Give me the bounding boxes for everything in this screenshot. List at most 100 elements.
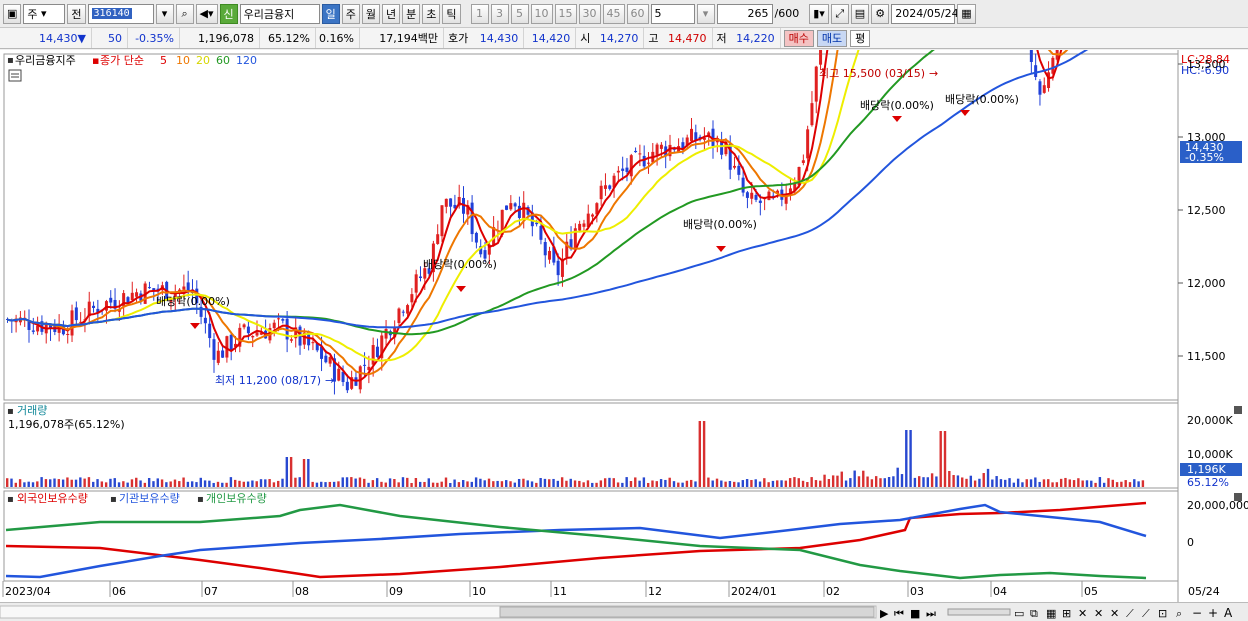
overlay-icon[interactable]: ⊞ [1062,607,1071,620]
volume-bar [690,479,693,487]
type-select[interactable]: 주 ▾ [23,3,66,24]
candle-body [539,225,543,240]
stock-chart[interactable]: ▪ 우리금융지주 ▪ 종가 단순 5 10 20 60 120 LC:28.84… [0,50,1248,602]
price-axis-label: 12,500 [1187,204,1226,217]
step-input[interactable]: 5 [650,3,695,24]
period-week[interactable]: 주 [341,3,360,24]
capture-icon[interactable]: ⊡ [1158,607,1167,620]
date-input[interactable]: 2024/05/24 [891,3,959,24]
volume-panel-close-icon[interactable] [1234,406,1242,414]
candle-body [530,212,534,227]
high-price: 14,470 [663,28,713,48]
settings-gear-icon[interactable]: ⚙ [871,3,890,24]
candle-body [401,311,405,313]
scroll-end-icon[interactable]: ⏭ [926,607,936,620]
step-30[interactable]: 30 [578,3,601,24]
period-day[interactable]: 일 [321,3,340,24]
volume-bar [612,478,615,487]
period-minute[interactable]: 분 [402,3,421,24]
draw-icon-3[interactable]: ✕ [1110,607,1119,620]
speaker-icon[interactable]: ◀▾ [195,3,218,24]
volume-bar [302,459,306,487]
scroll-right-icon[interactable]: ▶ [880,607,889,620]
stock-code-input[interactable]: 316140 [87,3,154,24]
stock-name-field[interactable]: 우리금융지 [239,3,320,24]
zoom-slider[interactable] [947,608,1011,616]
font-size-icon[interactable]: A [1224,606,1233,620]
volume-bar [117,482,121,487]
scroll-thumb[interactable] [499,606,875,618]
ask-price: 14,430 [472,28,525,48]
step-15[interactable]: 15 [554,3,577,24]
save-icon[interactable]: ▤ [850,3,870,24]
volume-bar [707,477,710,487]
period-year[interactable]: 년 [382,3,401,24]
type-button[interactable]: 전 [67,3,86,24]
volume-bar [995,476,998,487]
draw-icon-2[interactable]: ✕ [1094,607,1103,620]
candle-type-icon[interactable]: ▮▾ [809,3,829,24]
volume-bar [466,481,469,487]
volume-bar [337,481,340,487]
low-label: 저 [716,32,727,45]
step-45[interactable]: 45 [602,3,625,24]
volume-value: 1,196,078주(65.12%) [8,418,125,431]
plus-icon[interactable]: + [1208,606,1218,620]
draw-icon-1[interactable]: ✕ [1078,607,1087,620]
change-tag-value: -0.35% [1185,151,1224,164]
scroll-stop-icon[interactable]: ■ [910,607,920,620]
period-second[interactable]: 초 [422,3,441,24]
volume-bar [827,479,831,487]
legend-foreign: 외국인보유수량 [17,492,88,505]
fib-tool-icon[interactable]: ⟋ [1142,607,1150,620]
candle-body [36,325,40,332]
step-60[interactable]: 60 [626,3,649,24]
candle-body [221,350,225,358]
step-1[interactable]: 1 [470,3,489,24]
scroll-start-icon[interactable]: ⏮ [894,607,904,620]
buy-button[interactable]: 매수 [783,29,814,47]
lc-value: LC:28.84 [1181,53,1230,66]
volume-value: 1,196,078 [180,28,260,48]
volume-bar [552,478,555,487]
zoom-out-search-icon[interactable]: ⌕ [1176,607,1182,620]
tool-icon[interactable]: ▭ [1014,607,1024,620]
sell-button[interactable]: 매도 [816,29,848,47]
zoom-icon[interactable]: ⤢ [830,3,849,24]
candle-body [371,345,375,365]
chart-scroll-bar[interactable]: ▶ ⏮ ■ ⏭ ▭ ⧉ ▦ ⊞ ✕ ✕ ✕ ⟋ ⟋ ⊡ ⌕ − + A [0,602,1248,621]
step-dropdown-icon[interactable]: ▾ [696,3,715,24]
volume-bar [104,482,108,487]
ma-line-10 [7,50,1069,376]
volume-bar [1038,481,1041,487]
volume-bar [324,482,327,487]
window-menu-icon[interactable]: ▣ [3,3,22,24]
evaluate-button[interactable]: 평 [850,29,871,47]
step-10[interactable]: 10 [530,3,553,24]
table-toggle-icon[interactable] [8,69,22,82]
step-3[interactable]: 3 [490,3,509,24]
holding-panel-close-icon[interactable] [1234,493,1242,501]
line-tool-icon[interactable]: ⟋ [1126,607,1134,620]
layout-icon[interactable]: ⧉ [1030,607,1038,620]
candle-body [612,175,616,188]
volume-bar [234,479,237,487]
code-dropdown-icon[interactable]: ▾ [155,3,174,24]
count-input[interactable]: 265 [716,3,773,24]
grid-icon[interactable]: ▦ [1046,607,1056,620]
step-5[interactable]: 5 [510,3,529,24]
stock-tab[interactable]: 우리금융지주 [15,54,76,67]
volume-bar [913,477,917,487]
volume-bar [66,477,69,487]
period-tick[interactable]: 틱 [442,3,461,24]
open-label: 시 [580,32,591,45]
volume-bar [208,480,211,487]
period-month[interactable]: 월 [361,3,381,24]
minus-icon[interactable]: − [1192,606,1202,620]
new-badge[interactable]: 신 [219,3,238,24]
candle-body [655,144,659,155]
search-icon[interactable]: ⌕ [175,3,194,24]
calendar-icon[interactable]: ▦ [957,3,976,24]
candle-body [603,185,607,189]
candle-body [27,321,31,330]
